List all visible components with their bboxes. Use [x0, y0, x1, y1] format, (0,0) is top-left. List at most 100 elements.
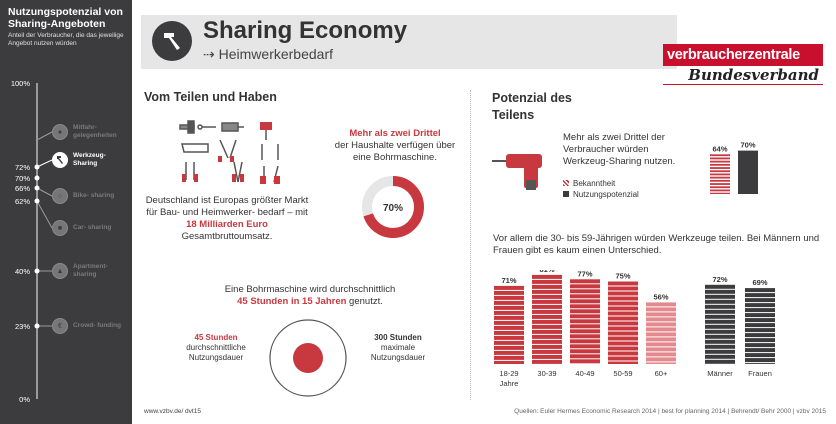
- logo-wordmark: verbraucherzentrale: [663, 44, 823, 66]
- scale-value-tool: 72%: [14, 163, 30, 172]
- left-heading: Vom Teilen und Haben: [144, 90, 277, 104]
- used-hours: 45 Stunden: [194, 333, 238, 342]
- category-werkzeug: Werkzeug- Sharing: [52, 152, 121, 168]
- logo-subline: Bundesverband: [663, 66, 823, 85]
- bar: [646, 302, 676, 364]
- category-car: ■ Car- sharing: [52, 220, 121, 236]
- category-crowd: € Crowd- funding: [52, 318, 121, 334]
- category-label: Apartment- sharing: [73, 263, 108, 278]
- scale-value-apartment: 40%: [14, 267, 30, 276]
- category-tick-label: Männer: [707, 369, 733, 378]
- legend-item-potential: Nutzungspotenzial: [563, 189, 639, 200]
- bar-value-label: 71%: [501, 276, 516, 285]
- category-tick-label: 60+: [655, 369, 668, 378]
- bar: [570, 279, 600, 364]
- bar-value-label: 77%: [577, 270, 592, 278]
- footer-sources: Quellen: Euler Hermes Economic Research …: [514, 408, 826, 415]
- category-label: Bike- sharing: [73, 192, 115, 199]
- bar: [532, 274, 562, 364]
- awareness-svg: 64% 70%: [710, 141, 758, 194]
- section-divider: [470, 90, 471, 400]
- scale-value-70: 70%: [14, 174, 30, 183]
- market-highlight: 18 Milliarden Euro: [186, 219, 268, 230]
- category-tick-label: Frauen: [748, 369, 772, 378]
- bar-value-label: 69%: [752, 278, 767, 287]
- bar: [745, 288, 775, 364]
- legend-swatch-known: [563, 180, 569, 186]
- arrow-icon: ⇢: [203, 46, 219, 62]
- category-bike: ○ Bike- sharing: [52, 188, 121, 204]
- usage-text: Eine Bohrmaschine wird durchschnittlich 4…: [200, 284, 420, 308]
- bar-value-label: 81%: [539, 270, 554, 274]
- used-label: 45 Stunden durchschnittliche Nutzungsdaue…: [176, 333, 256, 363]
- scale-value-car: 62%: [14, 197, 30, 206]
- max-hours: 300 Stunden: [374, 333, 422, 342]
- drill-text: Mehr als zwei Drittel der Haushalte verfü…: [330, 128, 460, 164]
- bar-value-label: 72%: [712, 275, 727, 284]
- drill-donut-chart: 70%: [362, 176, 424, 238]
- page-title: Sharing Economy: [203, 17, 408, 44]
- car-sharing-icon: ●: [52, 124, 68, 140]
- scale-value-bike: 66%: [14, 184, 30, 193]
- market-text: Deutschland ist Europas größter Markt fü…: [145, 195, 309, 243]
- category-tick-label: 50-59: [613, 369, 632, 378]
- awareness-chart: 64% 70%: [706, 136, 762, 194]
- category-tick-label: 18-29: [499, 369, 518, 378]
- footer-url: www.vzbv.de/ dvt15: [144, 408, 201, 415]
- category-label: Werkzeug- Sharing: [73, 152, 106, 167]
- header-bar: [141, 15, 677, 69]
- category-mitfahr: ● Mitfahr- gelegenheiten: [52, 124, 121, 140]
- bar: [494, 285, 524, 364]
- donut-label: 70%: [383, 203, 403, 214]
- category-label: Crowd- funding: [73, 322, 122, 329]
- max-desc: maximale Nutzungsdauer: [370, 343, 426, 362]
- drill-icon: [492, 154, 542, 190]
- scale-bottom-label: 0%: [19, 395, 30, 404]
- logo: verbraucherzentrale Bundesverband: [663, 44, 823, 85]
- house-icon: ▲: [52, 263, 68, 279]
- bar: [705, 284, 735, 364]
- scale-axis: [36, 83, 38, 399]
- gender-chart: 72% Männer 69% Frauen: [700, 270, 780, 400]
- max-usage-circle: [269, 319, 347, 397]
- used-desc: durchschnittliche Nutzungsdauer: [186, 343, 246, 362]
- market-text-part: Gesamtbruttoumsatz.: [181, 231, 273, 242]
- tools-illustration: [179, 120, 280, 184]
- right-heading: Potenzial des Teilens: [492, 91, 572, 122]
- legend-label-known: Bekanntheit: [573, 179, 616, 188]
- legend-item-known: Bekanntheit: [563, 178, 639, 189]
- gender-svg: 72% Männer 69% Frauen: [705, 275, 775, 378]
- sidebar-subtitle: Anteil der Verbraucher, die das jeweilig…: [8, 32, 124, 47]
- bar-value-label: 70%: [740, 141, 755, 150]
- donut-arc: [362, 176, 424, 238]
- share-text: Mehr als zwei Drittel der Verbraucher wü…: [563, 132, 676, 167]
- category-label: Mitfahr- gelegenheiten: [73, 124, 117, 139]
- subtitle-text: Heimwerkerbedarf: [218, 46, 333, 62]
- market-text-part: Deutschland ist Europas größter Markt fü…: [145, 195, 309, 218]
- bike-icon: ○: [52, 188, 68, 204]
- bar-value-label: 75%: [615, 272, 630, 281]
- category-tick-label: 40-49: [575, 369, 594, 378]
- hammer-icon: [152, 21, 192, 61]
- sidebar: Nutzungspotenzial von Sharing-Angeboten …: [0, 0, 132, 424]
- usage-highlight: 45 Stunden in 15 Jahren: [237, 296, 347, 307]
- bar-value-label: 56%: [653, 292, 668, 301]
- page-subtitle: ⇢ Heimwerkerbedarf: [203, 46, 333, 63]
- used-usage-circle: [293, 343, 323, 373]
- sidebar-title: Nutzungspotenzial von Sharing-Angeboten: [8, 6, 123, 30]
- bar: [738, 150, 758, 194]
- category-apartment: ▲ Apartment- sharing: [52, 263, 121, 279]
- bar: [710, 154, 730, 194]
- euro-icon: €: [52, 318, 68, 334]
- category-tick-label: Jahre: [500, 379, 519, 388]
- drill-highlight: Mehr als zwei Drittel: [349, 128, 441, 139]
- legend: Bekanntheit Nutzungspotenzial: [563, 178, 639, 200]
- scale-value-crowd: 23%: [14, 322, 30, 331]
- car-icon: ■: [52, 220, 68, 236]
- age-text: Vor allem die 30- bis 59-Jährigen würden…: [493, 233, 820, 256]
- drill-text-part: der Haushalte verfügen über eine Bohrmas…: [334, 140, 456, 163]
- legend-swatch-potential: [563, 191, 569, 197]
- scale-connectors: [34, 131, 53, 329]
- category-label: Car- sharing: [73, 224, 112, 231]
